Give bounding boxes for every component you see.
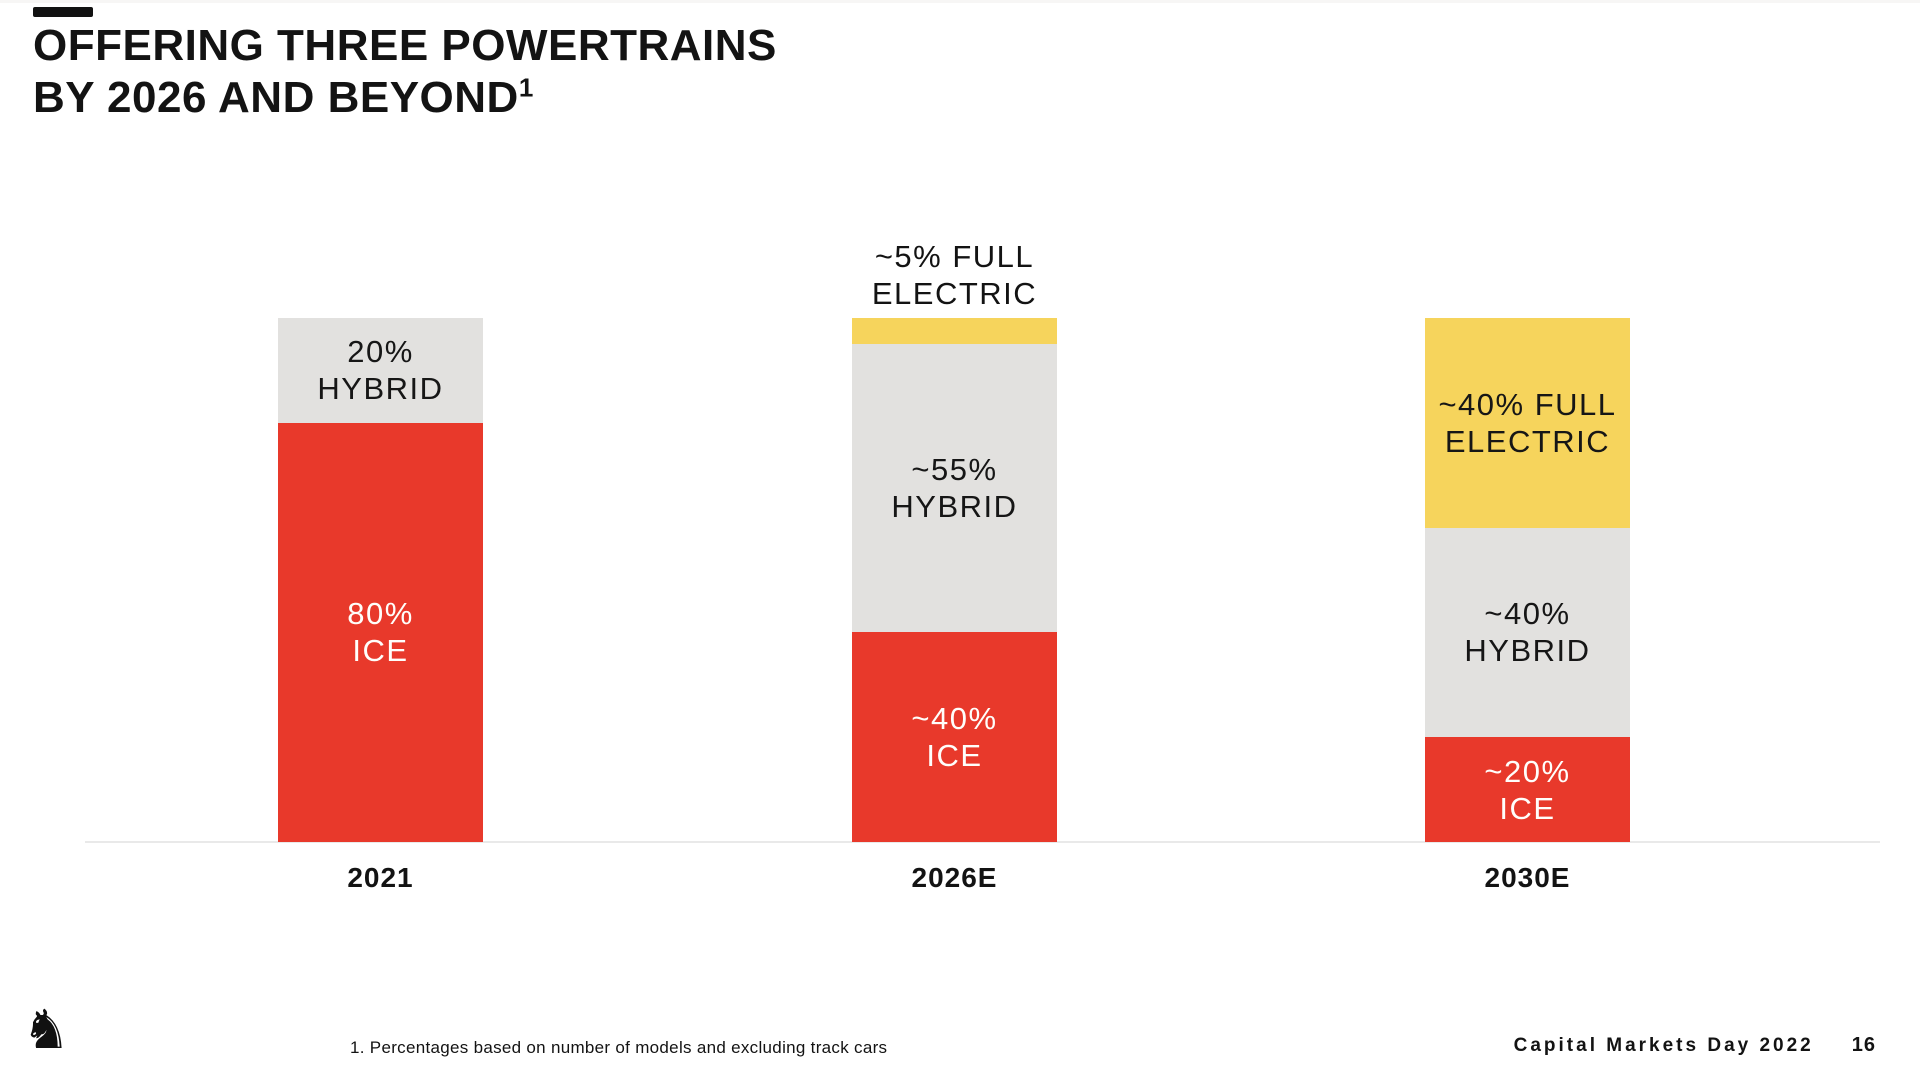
segment-label-line: HYBRID	[317, 371, 444, 407]
segment-2026E-full_electric	[852, 318, 1057, 345]
segment-2026E-ice: ~40% ICE	[852, 632, 1057, 842]
page-title: OFFERING THREE POWERTRAINS BY 2026 AND BE…	[33, 20, 777, 124]
segment-label-line: ELECTRIC	[1444, 423, 1611, 459]
segment-label-line: ~5% FULL	[874, 239, 1035, 274]
bar-2030E: ~40% FULL ELECTRIC ~40% HYBRID ~20% ICE	[1425, 318, 1630, 842]
segment-2021-ice: 80% ICE	[278, 422, 483, 842]
segment-2030E-ice: ~20% ICE	[1425, 737, 1630, 842]
segment-label-line: HYBRID	[891, 489, 1018, 525]
segment-label-line: 80%	[347, 596, 414, 632]
segment-label-line: ELECTRIC	[871, 276, 1038, 311]
top-edge-line	[0, 0, 1920, 3]
segment-label-line: ICE	[1499, 790, 1556, 826]
title-line-2: BY 2026 AND BEYOND	[33, 73, 519, 122]
x-axis-line	[85, 841, 1880, 843]
segment-label-line: HYBRID	[1464, 633, 1591, 669]
segment-label-line: ICE	[926, 738, 983, 774]
top-left-mark	[33, 7, 93, 17]
segment-label-above-full_electric: ~5% FULL ELECTRIC	[805, 238, 1105, 312]
segment-label-line: ~40%	[1484, 596, 1571, 632]
segment-2030E-full_electric: ~40% FULL ELECTRIC	[1425, 318, 1630, 528]
bar-2021: 20% HYBRID 80% ICE	[278, 318, 483, 842]
segment-label-line: ICE	[352, 633, 409, 669]
segment-label-line: ~40%	[911, 701, 998, 737]
segment-label-line: ~40% FULL	[1438, 386, 1617, 422]
segment-label-line: ~20%	[1484, 753, 1571, 789]
title-footnote-marker: 1	[518, 72, 534, 103]
slide-header: OFFERING THREE POWERTRAINS BY 2026 AND BE…	[33, 20, 777, 124]
bar-2026E: ~5% FULL ELECTRIC ~55% HYBRID ~40% ICE	[852, 239, 1057, 842]
segment-2021-hybrid: 20% HYBRID	[278, 318, 483, 423]
x-axis-label-2021: 2021	[347, 862, 414, 893]
segment-2026E-hybrid: ~55% HYBRID	[852, 344, 1057, 633]
title-line-1: OFFERING THREE POWERTRAINS	[33, 21, 777, 70]
segment-label-line: ~55%	[911, 452, 998, 488]
segment-2030E-hybrid: ~40% HYBRID	[1425, 527, 1630, 738]
segment-label-line: 20%	[347, 334, 414, 370]
x-axis-label-2026E: 2026E	[911, 862, 998, 893]
x-axis-label-2030E: 2030E	[1484, 862, 1571, 893]
